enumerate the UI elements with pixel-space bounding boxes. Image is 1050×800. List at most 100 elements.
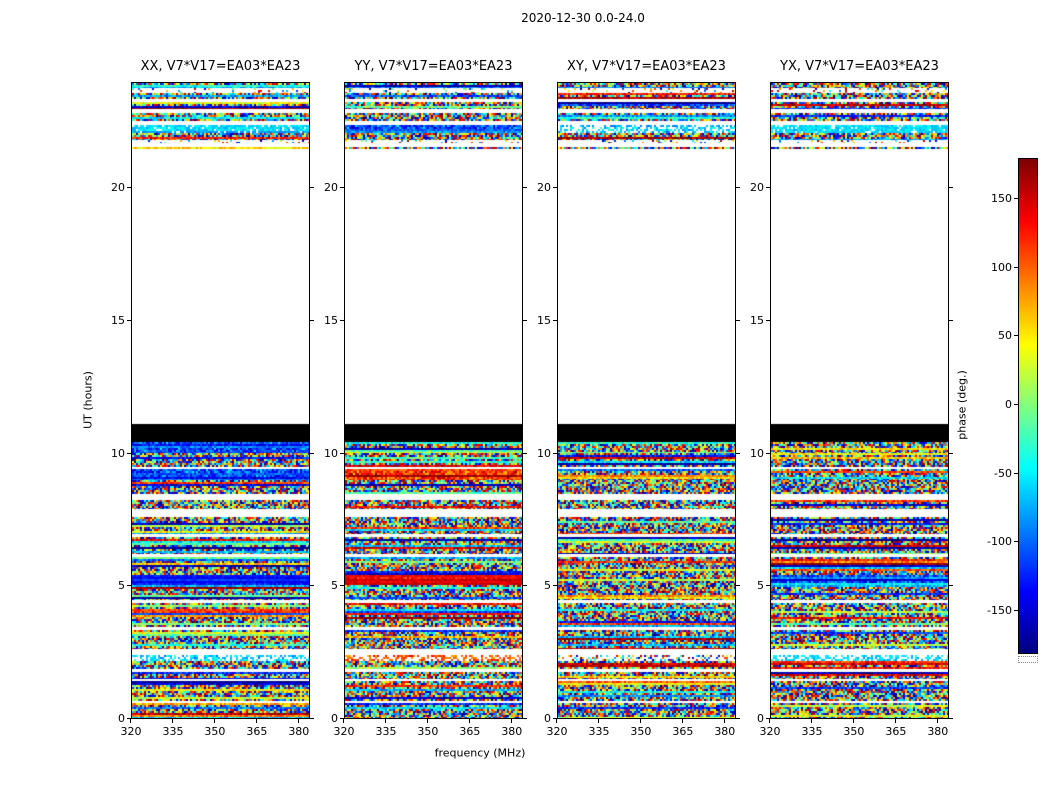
colorbar-tick bbox=[1014, 609, 1018, 611]
colorbar-tick-label: 100 bbox=[991, 260, 1012, 274]
y-tick-label: 0 bbox=[544, 712, 551, 725]
heatmap-xy bbox=[558, 83, 735, 718]
y-tick bbox=[949, 585, 953, 587]
x-tick-label: 365 bbox=[885, 725, 907, 738]
colorbar bbox=[1018, 158, 1038, 654]
panel-yx bbox=[770, 82, 949, 719]
y-tick bbox=[340, 319, 344, 321]
x-tick-label: 380 bbox=[288, 725, 310, 738]
y-tick bbox=[523, 585, 527, 587]
panel-title-xy: XY, V7*V17=EA03*EA23 bbox=[567, 59, 726, 74]
panel-title-yy: YY, V7*V17=EA03*EA23 bbox=[354, 59, 513, 74]
x-tick-label: 350 bbox=[630, 725, 652, 738]
x-tick-label: 350 bbox=[204, 725, 226, 738]
figure-title: 2020-12-30 0.0-24.0 bbox=[521, 11, 645, 25]
y-tick-label: 15 bbox=[324, 313, 338, 327]
x-tick-label: 380 bbox=[927, 725, 949, 738]
x-tick bbox=[468, 719, 470, 723]
x-tick bbox=[894, 719, 896, 723]
x-tick-label: 380 bbox=[714, 725, 736, 738]
panel-title-yx: YX, V7*V17=EA03*EA23 bbox=[780, 59, 939, 74]
y-tick-label: 10 bbox=[750, 446, 764, 460]
y-tick bbox=[523, 319, 527, 321]
x-tick bbox=[171, 719, 173, 723]
y-tick bbox=[949, 319, 953, 321]
colorbar-tick bbox=[1014, 335, 1018, 337]
y-tick bbox=[766, 452, 770, 454]
x-tick bbox=[213, 719, 215, 723]
colorbar-tick bbox=[1014, 198, 1018, 200]
x-axis-label: frequency (MHz) bbox=[434, 746, 526, 760]
y-tick-label: 5 bbox=[757, 579, 764, 593]
x-tick bbox=[426, 719, 428, 723]
y-tick-label: 20 bbox=[111, 181, 125, 195]
x-tick bbox=[852, 719, 854, 723]
x-tick-label: 320 bbox=[546, 725, 568, 738]
y-tick bbox=[523, 452, 527, 454]
heatmap-xx bbox=[132, 83, 309, 718]
x-tick bbox=[810, 719, 812, 723]
y-tick bbox=[523, 187, 527, 189]
y-tick bbox=[310, 319, 314, 321]
x-tick-label: 320 bbox=[759, 725, 781, 738]
y-tick bbox=[766, 319, 770, 321]
colorbar-tick-label: -150 bbox=[987, 603, 1012, 617]
y-tick bbox=[949, 187, 953, 189]
x-tick bbox=[255, 719, 257, 723]
y-tick bbox=[340, 585, 344, 587]
panel-yy bbox=[344, 82, 523, 719]
x-tick bbox=[723, 719, 725, 723]
colorbar-tick bbox=[1014, 404, 1018, 405]
y-tick bbox=[766, 718, 770, 719]
x-tick-label: 335 bbox=[588, 725, 610, 738]
y-tick bbox=[949, 718, 953, 719]
y-tick bbox=[736, 585, 740, 587]
y-tick bbox=[736, 187, 740, 189]
y-tick bbox=[127, 718, 131, 719]
x-tick bbox=[597, 719, 599, 723]
y-tick bbox=[310, 718, 314, 719]
heatmap-yy bbox=[345, 83, 522, 718]
y-tick bbox=[949, 452, 953, 454]
colorbar-tick bbox=[1014, 266, 1018, 268]
x-tick-label: 320 bbox=[120, 725, 142, 738]
x-tick bbox=[556, 719, 557, 723]
y-tick bbox=[736, 319, 740, 321]
x-tick bbox=[130, 719, 131, 723]
y-tick-label: 0 bbox=[757, 712, 764, 725]
y-axis-label: UT (hours) bbox=[81, 371, 95, 429]
x-tick-label: 365 bbox=[246, 725, 268, 738]
y-tick bbox=[553, 452, 557, 454]
x-tick-label: 380 bbox=[501, 725, 523, 738]
y-tick-label: 5 bbox=[331, 579, 338, 593]
y-tick bbox=[340, 718, 344, 719]
y-tick-label: 20 bbox=[324, 181, 338, 195]
y-tick-label: 10 bbox=[111, 446, 125, 460]
x-tick-label: 335 bbox=[375, 725, 397, 738]
colorbar-gradient bbox=[1019, 159, 1037, 653]
y-tick bbox=[766, 187, 770, 189]
colorbar-tick bbox=[1014, 472, 1018, 474]
y-tick bbox=[766, 585, 770, 587]
y-tick bbox=[553, 187, 557, 189]
y-tick bbox=[127, 452, 131, 454]
colorbar-tick-label: 150 bbox=[991, 192, 1012, 206]
colorbar-tick-label: 0 bbox=[1005, 398, 1012, 411]
x-tick-label: 365 bbox=[459, 725, 481, 738]
y-tick-label: 0 bbox=[118, 712, 125, 725]
y-tick-label: 20 bbox=[750, 181, 764, 195]
colorbar-tick-label: -50 bbox=[994, 466, 1012, 480]
y-tick bbox=[523, 718, 527, 719]
x-tick-label: 365 bbox=[672, 725, 694, 738]
y-tick bbox=[553, 585, 557, 587]
x-tick bbox=[384, 719, 386, 723]
y-tick-label: 15 bbox=[750, 313, 764, 327]
heatmap-yx bbox=[771, 83, 948, 718]
y-tick-label: 5 bbox=[118, 579, 125, 593]
y-tick-label: 15 bbox=[537, 313, 551, 327]
y-tick bbox=[310, 452, 314, 454]
panel-title-xx: XX, V7*V17=EA03*EA23 bbox=[140, 59, 301, 74]
x-tick bbox=[681, 719, 683, 723]
x-tick bbox=[297, 719, 299, 723]
